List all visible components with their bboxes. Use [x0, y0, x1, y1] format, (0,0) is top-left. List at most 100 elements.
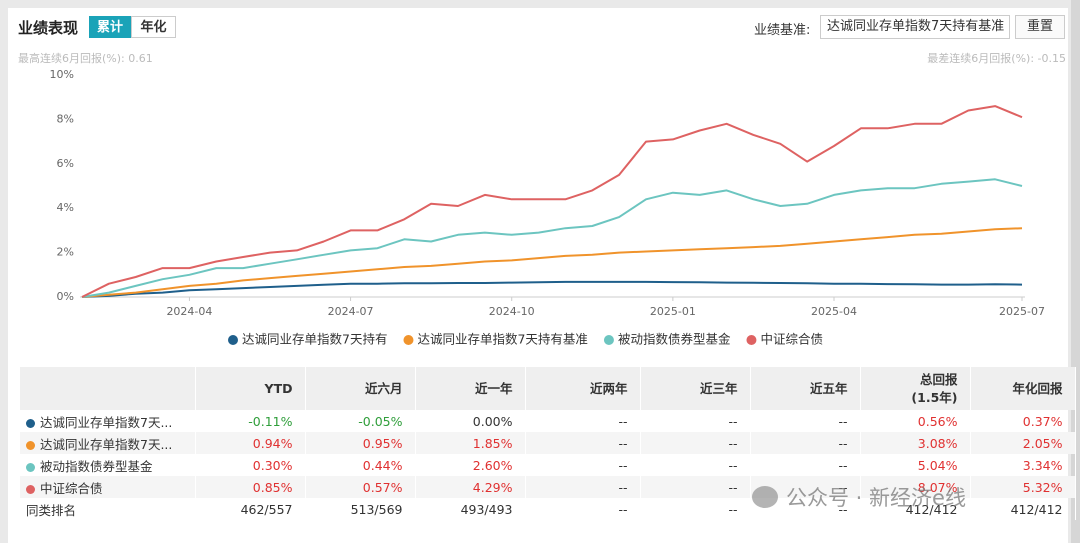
- header-cell: 近三年: [640, 367, 751, 410]
- value-cell: 3.08%: [860, 432, 971, 454]
- series-line: [81, 280, 1023, 298]
- value-cell: 1.85%: [415, 432, 526, 454]
- header-cell: YTD: [195, 367, 306, 410]
- value-cell: 0.57%: [305, 476, 416, 498]
- table-header: YTD 近六月 近一年 近两年 近三年 近五年 总回报 (1.5年) 年化回报: [20, 367, 1076, 410]
- value-cell: 0.95%: [305, 432, 416, 454]
- tab-annualized[interactable]: 年化: [131, 16, 176, 38]
- value-cell: --: [525, 432, 641, 454]
- y-tick-label: 10%: [50, 68, 74, 81]
- chart: 0% 2% 4% 6% 8% 10% 2024-04 2024-07 2024-10 2025-0…: [50, 68, 1045, 347]
- scrollbar[interactable]: [1071, 0, 1080, 543]
- worst-stat: 最差连续6月回报(%): -0.15: [927, 52, 1066, 65]
- value-cell: 2.05%: [970, 432, 1076, 454]
- watermark-icon: [752, 486, 778, 508]
- header-cell: 近六月: [305, 367, 416, 410]
- value-cell: 493/493: [415, 498, 526, 520]
- x-tick-label: 2025-01: [650, 305, 696, 318]
- row-name: 被动指数债券型基金: [40, 458, 153, 474]
- legend-label: 达诚同业存单指数7天持有基准: [417, 332, 587, 347]
- value-cell: 5.04%: [860, 454, 971, 476]
- tab-cumulative[interactable]: 累计: [89, 16, 131, 38]
- x-tick-label: 2025-04: [811, 305, 857, 318]
- value-cell: 2.60%: [415, 454, 526, 476]
- value-cell: 0.00%: [415, 410, 526, 432]
- header-cell: 近五年: [750, 367, 861, 410]
- value-cell: --: [640, 410, 751, 432]
- row-name: 达诚同业存单指数7天...: [40, 436, 173, 452]
- header-cell: [20, 367, 196, 410]
- performance-table: YTD 近六月 近一年 近两年 近三年 近五年 总回报 (1.5年) 年化回报 达诚同业存单指数…: [20, 367, 1076, 520]
- legend-marker: [746, 335, 757, 345]
- header-text: YTD: [264, 380, 293, 396]
- row-name-cell: 达诚同业存单指数7天...: [20, 432, 196, 454]
- value-cell: --: [525, 476, 641, 498]
- value-cell: 412/412: [860, 498, 971, 520]
- table-body: 达诚同业存单指数7天... -0.11% -0.05% 0.00% -- -- -- 0.56…: [20, 410, 1076, 520]
- value-cell: --: [640, 454, 751, 476]
- value-cell: 8.07%: [860, 476, 971, 498]
- row-name-cell: 中证综合债: [20, 476, 196, 498]
- row-name: 达诚同业存单指数7天...: [40, 414, 173, 430]
- table-row: 达诚同业存单指数7天... -0.11% -0.05% 0.00% -- -- -- 0.56…: [20, 410, 1076, 432]
- value-cell: 0.85%: [195, 476, 306, 498]
- row-name-cell: 同类排名: [20, 498, 196, 520]
- best-stat: 最高连续6月回报(%): 0.61: [18, 52, 153, 65]
- value-cell: --: [750, 498, 861, 520]
- header-cell: 近两年: [525, 367, 641, 410]
- header-text: 近五年: [809, 380, 848, 396]
- value-cell: 0.44%: [305, 454, 416, 476]
- watermark-text: 公众号 · 新经济e线: [786, 486, 966, 510]
- series-line: [81, 105, 1023, 298]
- header-text: 近一年: [474, 380, 513, 396]
- header-cell: 近一年: [415, 367, 526, 410]
- value-cell: --: [525, 454, 641, 476]
- legend-label: 中证综合债: [760, 332, 823, 347]
- header-text: 近三年: [699, 380, 738, 396]
- value-cell: --: [750, 476, 861, 498]
- row-name-cell: 达诚同业存单指数7天...: [20, 410, 196, 432]
- legend-label: 被动指数债券型基金: [618, 332, 731, 347]
- value-cell: --: [640, 476, 751, 498]
- legend-marker: [603, 335, 614, 345]
- value-cell: --: [525, 410, 641, 432]
- benchmark-label: 业绩基准:: [754, 23, 811, 38]
- table-row: 达诚同业存单指数7天... 0.94% 0.95% 1.85% -- -- -- 3.08% 2…: [20, 432, 1076, 454]
- value-cell: 5.32%: [970, 476, 1076, 498]
- y-tick-label: 4%: [57, 201, 74, 214]
- x-tick-label: 2025-07: [999, 305, 1045, 318]
- benchmark-input[interactable]: 达诚同业存单指数7天持有基准: [820, 15, 1010, 39]
- header-line: 总回报: [919, 371, 958, 387]
- header-cell: 年化回报: [970, 367, 1076, 410]
- section-title: 业绩表现: [18, 19, 79, 37]
- series-line: [81, 178, 1023, 298]
- watermark: 公众号 · 新经济e线: [752, 482, 966, 512]
- row-marker: [26, 484, 35, 494]
- y-tick-label: 8%: [57, 112, 74, 125]
- y-tick-label: 6%: [57, 157, 74, 170]
- header-text: 年化回报: [1012, 380, 1063, 396]
- x-tick-label: 2024-10: [489, 305, 535, 318]
- value-cell: -0.05%: [305, 410, 416, 432]
- value-cell: 4.29%: [415, 476, 526, 498]
- value-cell: --: [525, 498, 641, 520]
- header-line: (1.5年): [911, 389, 958, 405]
- legend-marker: [403, 335, 414, 345]
- value-cell: -0.11%: [195, 410, 306, 432]
- series-line: [81, 227, 1023, 298]
- reset-button[interactable]: 重置: [1015, 15, 1065, 39]
- table-row: 同类排名 462/557 513/569 493/493 -- -- -- 412/412 41…: [20, 498, 1076, 520]
- y-tick-label: 0%: [57, 290, 74, 303]
- value-cell: --: [640, 498, 751, 520]
- x-tick-label: 2024-07: [328, 305, 374, 318]
- header-text: 近两年: [589, 380, 628, 396]
- value-cell: 513/569: [305, 498, 416, 520]
- value-cell: --: [750, 454, 861, 476]
- value-cell: 0.56%: [860, 410, 971, 432]
- value-cell: 0.94%: [195, 432, 306, 454]
- x-tick-label: 2024-04: [166, 305, 212, 318]
- legend-label: 达诚同业存单指数7天持有: [242, 332, 387, 347]
- value-cell: --: [640, 432, 751, 454]
- row-marker: [26, 440, 35, 450]
